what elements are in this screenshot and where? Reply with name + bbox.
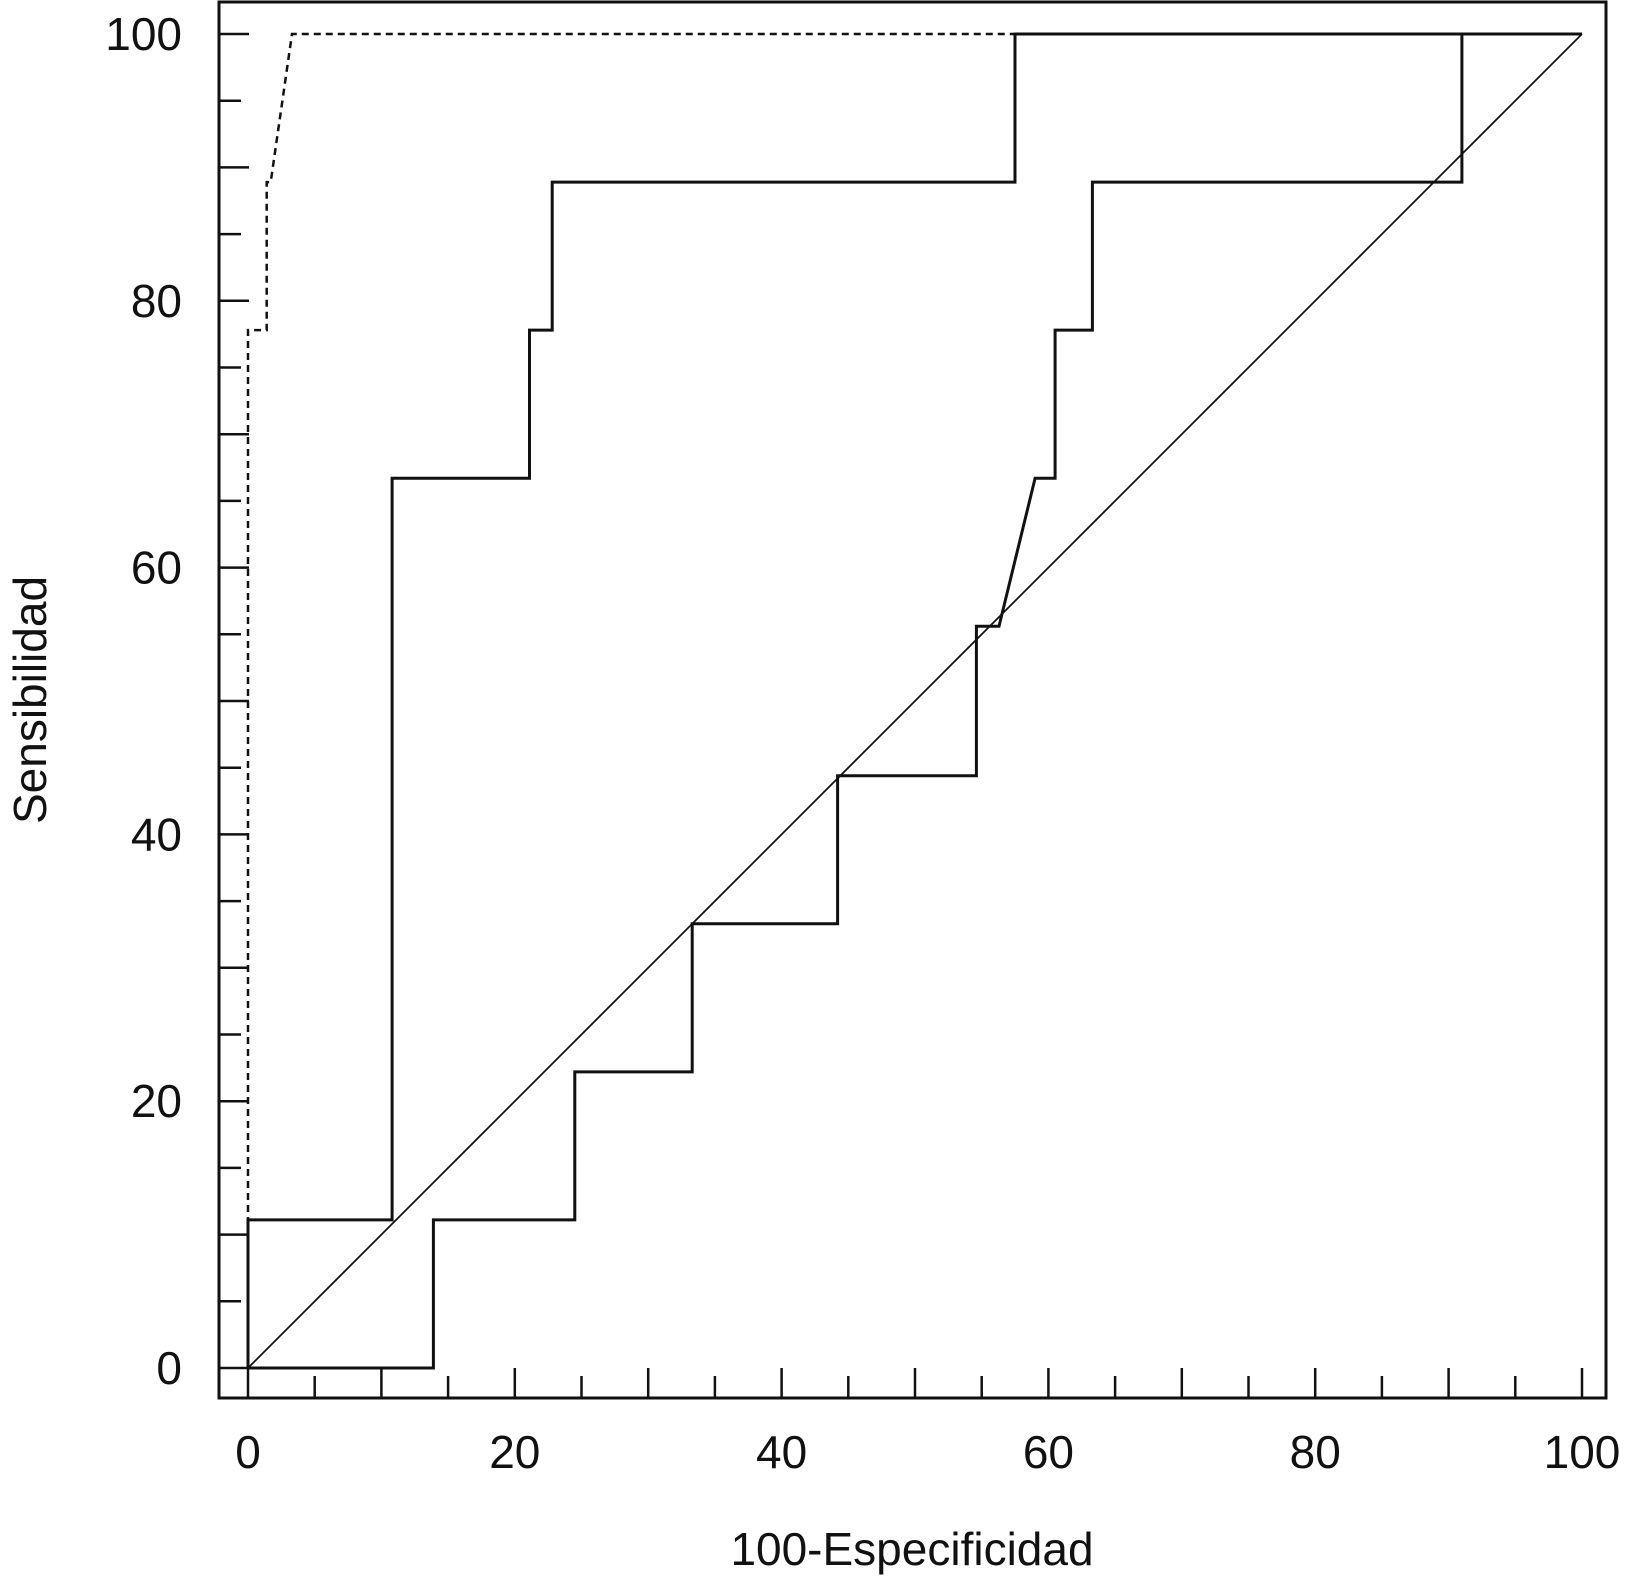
y-tick-label: 100	[105, 8, 182, 60]
y-axis-tick-labels: 0 20 40 60 80 100	[105, 8, 182, 1394]
roc-curve-dashed-1	[246, 32, 1582, 1368]
y-tick-label: 60	[131, 542, 182, 594]
y-tick-label: 0	[156, 1342, 182, 1394]
x-tick-label: 60	[1023, 1426, 1074, 1478]
roc-curve-solid-3	[248, 32, 1582, 1370]
x-axis-tick-labels: 0 20 40 60 80 100	[235, 1426, 1620, 1478]
x-axis-ticks	[246, 1368, 1584, 1398]
series-layer	[246, 32, 1583, 1370]
y-tick-label: 80	[131, 275, 182, 327]
y-tick-label: 40	[131, 808, 182, 860]
roc-curve-reference-4	[247, 33, 1583, 1369]
x-tick-label: 20	[489, 1426, 540, 1478]
y-axis-title: Sensibilidad	[4, 576, 56, 824]
x-axis-title: 100-Especificidad	[730, 1523, 1093, 1575]
y-axis-ticks	[219, 32, 249, 1370]
x-tick-label: 0	[235, 1426, 261, 1478]
x-tick-label: 40	[756, 1426, 807, 1478]
y-tick-label: 20	[131, 1075, 182, 1127]
x-tick-label: 80	[1290, 1426, 1341, 1478]
x-tick-label: 100	[1544, 1426, 1621, 1478]
roc-curve-solid-2	[246, 32, 1582, 1368]
